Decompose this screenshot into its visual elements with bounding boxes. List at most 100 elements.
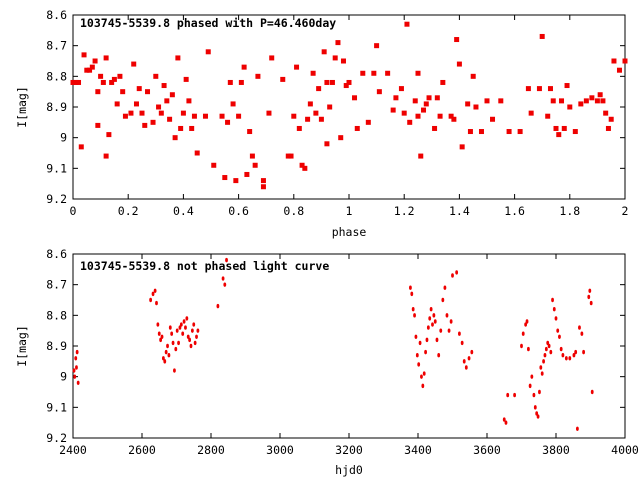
phased-data-point xyxy=(327,104,333,110)
phased-data-point xyxy=(244,171,250,177)
phased-data-point xyxy=(329,79,335,85)
unphased-data-point xyxy=(223,282,227,287)
phased-data-point xyxy=(338,135,344,141)
phased-data-point xyxy=(142,122,148,128)
unphased-data-point xyxy=(547,343,551,349)
phased-data-point xyxy=(158,110,164,116)
unphased-data-point xyxy=(559,346,563,352)
unphased-data-point xyxy=(429,307,433,312)
unphased-data-point xyxy=(413,313,416,318)
phased-data-point xyxy=(528,110,534,116)
unphased-data-point xyxy=(160,334,164,339)
unphased-data-point xyxy=(556,328,560,333)
unphased-data-point xyxy=(441,297,445,303)
unphased-data-point xyxy=(75,349,79,355)
phased-data-point xyxy=(225,119,231,125)
phased-data-point xyxy=(219,113,225,119)
phased-data-point xyxy=(550,98,556,104)
unphased-data-point xyxy=(428,316,432,321)
phased-data-point xyxy=(393,95,399,101)
phased-data-point xyxy=(109,79,115,85)
unphased-data-point xyxy=(73,374,77,379)
phased-data-point xyxy=(451,116,457,122)
unphased-data-point xyxy=(449,319,453,324)
phased-data-point xyxy=(294,64,300,70)
phased-data-point xyxy=(211,162,217,168)
phased-data-point xyxy=(572,129,578,135)
unphased-data-point xyxy=(589,300,593,306)
phased-data-point xyxy=(374,43,380,49)
unphased-x-axis-label: hjd0 xyxy=(335,463,363,477)
phased-data-point xyxy=(120,89,126,95)
phased-data-point xyxy=(299,162,305,168)
unphased-data-point xyxy=(195,334,198,339)
phased-data-point xyxy=(346,79,352,85)
unphased-data-point xyxy=(504,420,508,425)
phased-plot-title: 103745-5539.8 phased with P=46.460day xyxy=(80,16,336,30)
phased-data-point xyxy=(559,98,565,104)
unphased-y-axis-label: I[mag] xyxy=(15,325,29,367)
phased-data-point xyxy=(156,104,162,110)
phased-data-point xyxy=(432,125,438,131)
phased-data-point xyxy=(434,95,440,101)
unphased-data-point xyxy=(546,340,550,346)
unphased-x-tick-label: 3800 xyxy=(542,443,570,457)
unphased-data-point xyxy=(421,383,425,389)
phased-data-point xyxy=(164,98,170,104)
phased-data-point xyxy=(437,113,443,119)
phased-data-point xyxy=(371,70,377,76)
unphased-axis-ticks: 2400 2600 2800 3000 3200 3400 3600 3800 4000 8.6 8… xyxy=(46,247,639,457)
unphased-data-point xyxy=(411,307,415,312)
phased-data-point xyxy=(376,89,382,95)
phased-data-point xyxy=(561,125,567,131)
unphased-data-point xyxy=(415,353,419,358)
phased-data-point xyxy=(78,144,84,150)
unphased-x-tick-label: 4000 xyxy=(611,443,639,457)
phased-data-point xyxy=(390,107,396,113)
unphased-data-point xyxy=(182,319,186,324)
phased-data-point xyxy=(415,113,421,119)
phased-data-point xyxy=(260,184,266,190)
phased-data-point xyxy=(440,79,446,85)
phased-data-point xyxy=(238,79,244,85)
phased-data-point xyxy=(616,67,622,73)
unphased-data-point xyxy=(188,337,192,343)
phased-data-point xyxy=(454,37,460,43)
phased-light-curve-panel: 0 0.2 0.4 0.6 0.8 1 1.2 1.4 1.6 1.8 2 8.6 8.7 8.8 8.9 9… xyxy=(15,8,628,239)
phased-y-tick-label: 9.1 xyxy=(46,161,67,175)
phased-data-point xyxy=(415,70,421,76)
unphased-data-point xyxy=(460,340,464,346)
phased-data-point xyxy=(139,110,145,116)
phased-data-point xyxy=(180,110,186,116)
unphased-data-point xyxy=(580,331,584,336)
phased-data-point xyxy=(247,129,253,135)
unphased-data-point xyxy=(189,343,193,349)
phased-data-point xyxy=(145,89,151,95)
phased-data-point xyxy=(131,61,137,67)
unphased-data-points xyxy=(72,257,594,431)
unphased-data-point xyxy=(166,343,169,349)
phased-data-points xyxy=(70,21,628,190)
unphased-data-point xyxy=(533,405,537,410)
unphased-data-point xyxy=(185,316,189,321)
phased-data-point xyxy=(128,110,134,116)
unphased-data-point xyxy=(535,411,539,416)
unphased-data-point xyxy=(445,313,449,318)
unphased-y-tick-label: 9 xyxy=(60,370,67,384)
unphased-data-point xyxy=(422,371,426,376)
unphased-data-point xyxy=(540,371,544,376)
phased-data-point xyxy=(255,73,261,79)
phased-data-point xyxy=(594,98,600,104)
phased-data-point xyxy=(556,132,562,138)
unphased-data-point xyxy=(527,346,530,352)
phased-data-point xyxy=(506,129,512,135)
phased-data-point xyxy=(313,110,319,116)
phased-data-point xyxy=(117,73,123,79)
phased-data-point xyxy=(266,110,272,116)
unphased-light-curve-panel: 2400 2600 2800 3000 3200 3400 3600 3800 4000 8.6 8… xyxy=(15,247,639,477)
phased-data-point xyxy=(122,113,128,119)
phased-data-point xyxy=(100,79,106,85)
phased-data-point xyxy=(302,165,308,171)
phased-data-point xyxy=(324,79,330,85)
phased-data-point xyxy=(95,89,101,95)
